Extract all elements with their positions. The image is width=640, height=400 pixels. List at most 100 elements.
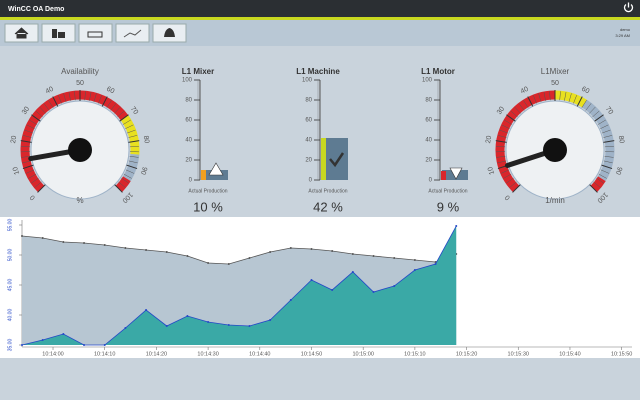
gauge-unit: 1/min (545, 196, 565, 205)
trend-point (248, 324, 251, 327)
x-tick-label: 10:15:50 (611, 351, 632, 357)
gauge-minor-tick (26, 124, 35, 129)
bar-gauge-tick-label: 20 (425, 158, 432, 164)
trend-point (207, 321, 210, 324)
power-button[interactable] (623, 2, 634, 13)
y-tick-label: 55.00 (7, 219, 13, 232)
gauge-minor-tick (600, 124, 609, 129)
bar-gauge-bar (321, 138, 326, 180)
trend-icon (123, 29, 142, 38)
gauge-minor-tick (559, 91, 561, 101)
gauge-tick-label: 40 (45, 86, 55, 96)
gauge-minor-tick (22, 135, 32, 138)
gauge-tick (594, 114, 604, 122)
gauge-tick-label: 10 (12, 166, 21, 176)
gauge-tick-label: 70 (129, 106, 139, 117)
trend-point (124, 246, 127, 249)
warning-icon (208, 162, 224, 176)
trend-point (289, 246, 292, 249)
gauge-minor-tick (603, 160, 613, 164)
gauge-minor-tick (596, 177, 604, 184)
bar-gauge-tick-label: 20 (185, 158, 192, 164)
gauge-minor-tick (581, 100, 587, 108)
gauge-minor-tick (126, 129, 136, 134)
gauge-title: L1Mixer (541, 67, 570, 76)
alarm-button[interactable] (152, 23, 187, 43)
trend-point (331, 288, 334, 291)
trend-point (62, 240, 65, 243)
gauge-hub (68, 138, 92, 162)
gauge-tick-label: 30 (496, 106, 506, 117)
bar-gauge-tick-label: 100 (422, 78, 433, 84)
gauge-tick (601, 164, 613, 170)
gauge-tick (589, 184, 598, 193)
gauge-minor-tick (573, 95, 577, 104)
gauge-minor-tick (21, 146, 31, 148)
gauge-tick (527, 96, 534, 107)
trend-point (83, 344, 86, 346)
gauge-minor-tick (564, 91, 567, 101)
gauge-tick (37, 184, 46, 193)
gauge-minor-tick (568, 93, 572, 103)
bar-gauge-tick-label: 100 (182, 78, 193, 84)
gauge-minor-tick (600, 169, 610, 174)
trend-point (227, 263, 230, 265)
trend-button[interactable] (115, 23, 150, 43)
bar-gauge-caption: Actual Production (188, 188, 227, 194)
gauge-minor-tick (496, 146, 506, 148)
machine-button[interactable] (78, 23, 113, 43)
button (78, 23, 113, 43)
gauge-minor-tick (497, 135, 507, 138)
bar-gauge-tick-label: 0 (309, 178, 313, 184)
gauge-tick (495, 140, 507, 143)
plant-button[interactable] (41, 23, 76, 43)
x-tick-label: 10:15:10 (404, 351, 425, 357)
gauge-tick-label: 80 (142, 135, 150, 144)
gauge-tick-label: 30 (21, 106, 31, 117)
bar-gauge-tick-label: 40 (425, 138, 432, 144)
gauge-hub (543, 138, 567, 162)
gauge-minor-tick (601, 129, 611, 134)
machine-icon (87, 31, 103, 38)
gauge-tick-label: 50 (551, 80, 559, 87)
trend-point (21, 234, 23, 237)
toolbar-buttons (4, 23, 187, 43)
trend-point (434, 263, 437, 265)
gauge-minor-tick (549, 91, 551, 101)
plant-icon (58, 32, 65, 38)
trend-point (145, 309, 148, 312)
gauge-minor-tick (31, 177, 39, 184)
widgets: Availability0102030405060708090100%L1Mix… (7, 67, 632, 357)
trend-point (372, 255, 375, 258)
gauge-minor-tick (63, 93, 67, 103)
x-tick-label: 10:14:40 (249, 351, 270, 357)
bar-gauge-caption: Actual Production (428, 188, 467, 194)
gauge-tick-label: 90 (614, 166, 623, 176)
trend-point (351, 252, 354, 255)
gauge-minor-tick (604, 146, 614, 148)
gauge-minor-tick (503, 173, 512, 179)
plant-icon (52, 29, 57, 38)
bar-gauge-value: 9 % (437, 199, 460, 214)
trend-line (21, 235, 457, 265)
trend-point (124, 327, 127, 330)
trend-point (393, 257, 396, 259)
gauge-minor-tick (129, 156, 139, 158)
bar-gauge-value: 42 % (313, 199, 343, 214)
gauge-tick-label: 60 (580, 86, 590, 96)
y-tick-label: 35.00 (7, 339, 13, 352)
gauge-minor-tick (39, 106, 46, 114)
x-tick-label: 10:15:40 (559, 351, 580, 357)
trend-point (186, 255, 189, 258)
gauge-tick-label: 20 (10, 135, 18, 144)
gauge-tick (101, 96, 108, 107)
trend-point (41, 339, 44, 342)
gauge-tick-label: 0 (29, 193, 37, 201)
home-button[interactable] (4, 23, 39, 43)
trend-point (351, 270, 354, 273)
bar-gauge-tick-label: 100 (302, 78, 313, 84)
bar-gauge-title: L1 Mixer (182, 67, 214, 76)
alarm-icon (449, 167, 463, 180)
